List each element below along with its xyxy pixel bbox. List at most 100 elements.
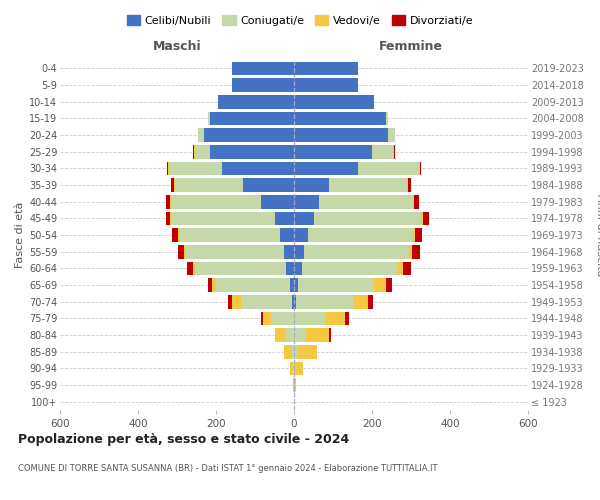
Bar (204, 128, 294, 142)
Bar (294, 95, 374, 108)
Bar (294, 278, 298, 292)
Text: COMUNE DI TORRE SANTA SUSANNA (BR) - Dati ISTAT 1° gennaio 2024 - Elaborazione T: COMUNE DI TORRE SANTA SUSANNA (BR) - Dat… (18, 464, 437, 473)
Bar (271, 312, 294, 325)
Bar (403, 262, 411, 275)
Bar (166, 195, 170, 208)
Y-axis label: Fasce di età: Fasce di età (14, 202, 25, 268)
Bar (294, 345, 297, 358)
Bar (171, 212, 275, 225)
Bar (170, 212, 171, 225)
Bar (178, 228, 179, 242)
Bar (293, 378, 294, 392)
Bar (314, 212, 421, 225)
Bar (408, 178, 411, 192)
Bar (286, 328, 294, 342)
Bar (329, 178, 407, 192)
Bar (187, 262, 193, 275)
Bar (296, 295, 353, 308)
Bar (412, 245, 420, 258)
Bar (241, 295, 292, 308)
Bar (292, 295, 294, 308)
Y-axis label: Anni di nascita: Anni di nascita (595, 194, 600, 276)
Bar (386, 112, 388, 125)
Bar (421, 212, 422, 225)
Bar (295, 362, 303, 375)
Bar (294, 378, 296, 392)
Bar (263, 312, 271, 325)
Bar (208, 278, 212, 292)
Bar (374, 278, 386, 292)
Bar (218, 95, 294, 108)
Bar (275, 328, 286, 342)
Bar (172, 228, 178, 242)
Bar (174, 178, 175, 192)
Bar (353, 295, 368, 308)
Bar (232, 62, 294, 75)
Legend: Celibi/Nubili, Coniugati/e, Vedovi/e, Divorziati/e: Celibi/Nubili, Coniugati/e, Vedovi/e, Di… (122, 10, 478, 30)
Bar (194, 145, 210, 158)
Bar (169, 162, 222, 175)
Bar (222, 162, 294, 175)
Bar (329, 328, 331, 342)
Bar (294, 195, 319, 208)
Bar (294, 328, 306, 342)
Bar (261, 195, 294, 208)
Bar (292, 345, 294, 358)
Bar (171, 195, 261, 208)
Bar (166, 212, 170, 225)
Bar (415, 228, 422, 242)
Bar (294, 145, 372, 158)
Bar (388, 128, 395, 142)
Bar (294, 162, 358, 175)
Bar (298, 278, 374, 292)
Bar (167, 162, 169, 175)
Bar (293, 362, 294, 375)
Bar (232, 78, 294, 92)
Bar (419, 162, 421, 175)
Bar (397, 262, 403, 275)
Bar (294, 128, 388, 142)
Bar (210, 145, 294, 158)
Bar (229, 295, 232, 308)
Bar (261, 312, 263, 325)
Bar (344, 312, 349, 325)
Bar (290, 362, 293, 375)
Bar (414, 195, 419, 208)
Bar (294, 262, 302, 275)
Bar (308, 228, 413, 242)
Bar (413, 228, 415, 242)
Bar (294, 295, 296, 308)
Bar (294, 78, 358, 92)
Bar (184, 245, 185, 258)
Bar (280, 228, 294, 242)
Bar (286, 262, 294, 275)
Bar (394, 145, 395, 158)
Bar (193, 262, 194, 275)
Bar (294, 245, 304, 258)
Bar (179, 228, 280, 242)
Bar (216, 278, 290, 292)
Bar (294, 62, 358, 75)
Bar (294, 228, 308, 242)
Bar (413, 195, 414, 208)
Bar (423, 212, 428, 225)
Bar (302, 262, 397, 275)
Bar (409, 245, 412, 258)
Bar (170, 195, 171, 208)
Bar (294, 212, 314, 225)
Text: Maschi: Maschi (152, 40, 202, 52)
Bar (275, 212, 294, 225)
Bar (284, 245, 294, 258)
Bar (194, 262, 286, 275)
Bar (325, 312, 344, 325)
Bar (319, 195, 413, 208)
Bar (294, 178, 329, 192)
Text: Femmine: Femmine (379, 40, 443, 52)
Bar (208, 112, 210, 125)
Bar (171, 178, 174, 192)
Bar (199, 128, 204, 142)
Bar (304, 245, 409, 258)
Bar (294, 312, 325, 325)
Bar (290, 278, 294, 292)
Text: Popolazione per età, sesso e stato civile - 2024: Popolazione per età, sesso e stato civil… (18, 432, 349, 446)
